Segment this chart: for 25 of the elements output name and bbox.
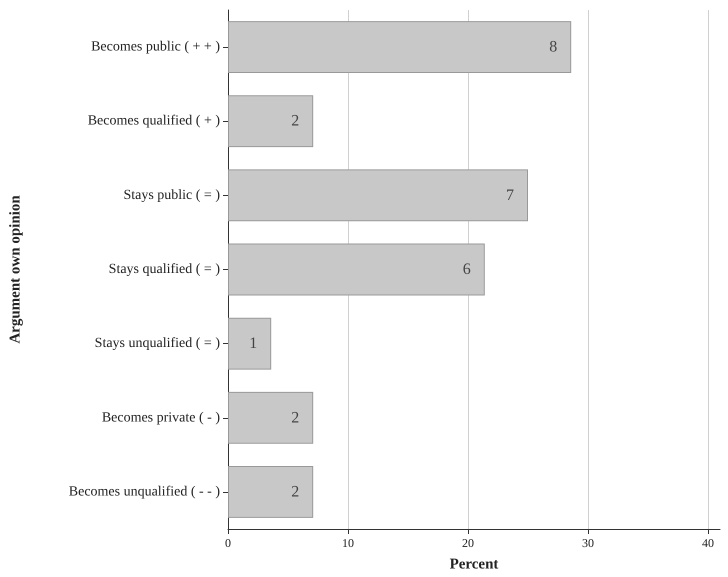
annotation: 2: [291, 409, 300, 426]
y-tick-label: Becomes public ( + + ): [91, 40, 220, 55]
y-tick-label: Stays public ( = ): [123, 188, 220, 203]
x-tick-label: 30: [582, 536, 594, 550]
annotation: 2: [291, 483, 300, 500]
annotation: 6: [462, 261, 471, 278]
y-tick-label: Becomes unqualified ( - - ): [68, 484, 220, 500]
y-tick-label: Stays qualified ( = ): [108, 262, 220, 277]
x-tick-label: 20: [462, 536, 474, 550]
bar: [228, 392, 314, 444]
bar: [228, 466, 314, 518]
bar: [228, 318, 272, 370]
y-axis-title: Argument own opinion: [8, 194, 24, 344]
x-axis-title: Percent: [450, 556, 498, 572]
y-tick-label: Becomes qualified ( + ): [88, 114, 220, 129]
y-tick-label: Stays unqualified ( = ): [94, 336, 220, 352]
annotation: 8: [549, 38, 558, 56]
x-tick-label: 40: [702, 536, 714, 550]
y-tick-label: Becomes private ( - ): [102, 410, 220, 426]
annotation: 2: [291, 112, 300, 130]
x-tick-label: 10: [342, 536, 354, 550]
annotation: 7: [506, 186, 514, 204]
x-tick-label: 0: [225, 536, 231, 550]
annotation: 1: [249, 335, 258, 352]
bar: [228, 95, 314, 148]
